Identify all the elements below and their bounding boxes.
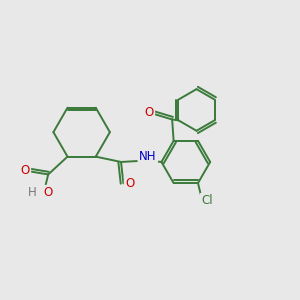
Text: O: O (125, 177, 135, 190)
Text: Cl: Cl (201, 194, 213, 207)
Text: H: H (28, 186, 37, 200)
Text: O: O (144, 106, 154, 119)
Text: NH: NH (139, 150, 157, 164)
Text: O: O (20, 164, 30, 177)
Text: O: O (43, 186, 52, 200)
